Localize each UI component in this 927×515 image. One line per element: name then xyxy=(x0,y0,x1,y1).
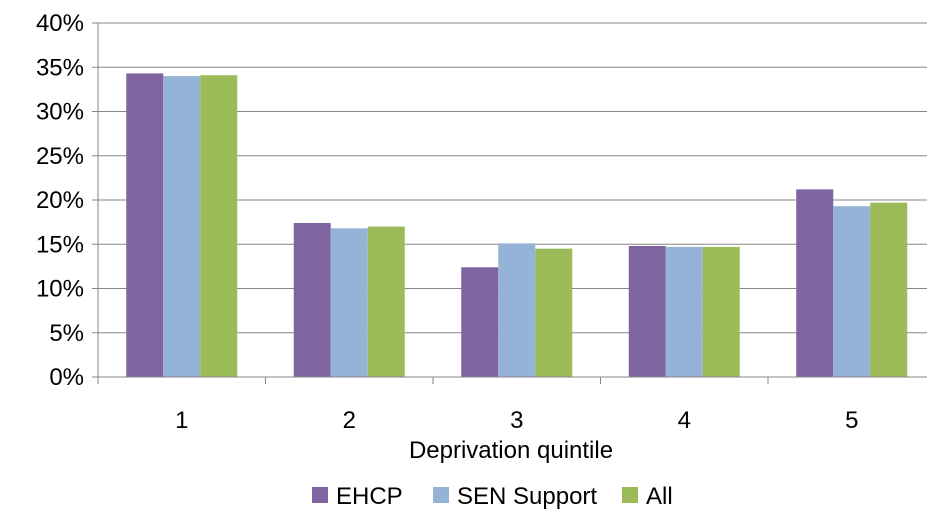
x-tick-label: 2 xyxy=(343,407,356,434)
legend-swatch-ehcp xyxy=(312,487,328,503)
bar-ehcp xyxy=(461,267,499,377)
y-tick-label: 5% xyxy=(49,320,84,347)
y-tick-label: 15% xyxy=(36,231,84,258)
bar-all xyxy=(702,246,740,377)
legend-label: SEN Support xyxy=(457,483,597,510)
y-tick-label: 25% xyxy=(36,143,84,170)
legend-swatch-sen-support xyxy=(433,487,449,503)
legend-label: All xyxy=(646,483,673,510)
y-tick-label: 40% xyxy=(36,10,84,37)
y-tick-label: 35% xyxy=(36,54,84,81)
axes xyxy=(97,23,927,378)
bar-ehcp xyxy=(628,246,666,377)
bar-sen-support xyxy=(498,243,536,377)
y-tick-label: 30% xyxy=(36,99,84,126)
legend-swatch-all xyxy=(622,487,638,503)
bar-sen-support xyxy=(665,246,703,377)
y-tick-label: 0% xyxy=(49,364,84,391)
x-tick-labels: 1 2 3 4 5 xyxy=(175,407,858,434)
x-tick-label: 4 xyxy=(678,407,691,434)
legend: EHCP SEN Support All xyxy=(312,483,673,510)
bar-ehcp xyxy=(796,189,834,377)
bar-all xyxy=(367,226,405,377)
x-axis-title: Deprivation quintile xyxy=(409,437,613,464)
legend-label: EHCP xyxy=(336,483,403,510)
bar-ehcp xyxy=(293,223,331,377)
bar-all xyxy=(535,248,573,377)
bar-sen-support xyxy=(330,228,368,377)
y-tick-label: 20% xyxy=(36,187,84,214)
bar-all xyxy=(200,75,238,377)
x-tick-label: 5 xyxy=(845,407,858,434)
x-tick-label: 1 xyxy=(175,407,188,434)
bar-ehcp xyxy=(126,73,164,377)
y-tick-labels: 0% 5% 10% 15% 20% 25% 30% 35% 40% xyxy=(36,10,84,391)
y-tick-label: 10% xyxy=(36,276,84,303)
bar-all xyxy=(870,202,908,377)
bars xyxy=(126,73,908,377)
x-tick-label: 3 xyxy=(510,407,523,434)
bar-sen-support xyxy=(833,206,871,377)
bar-sen-support xyxy=(163,76,201,377)
